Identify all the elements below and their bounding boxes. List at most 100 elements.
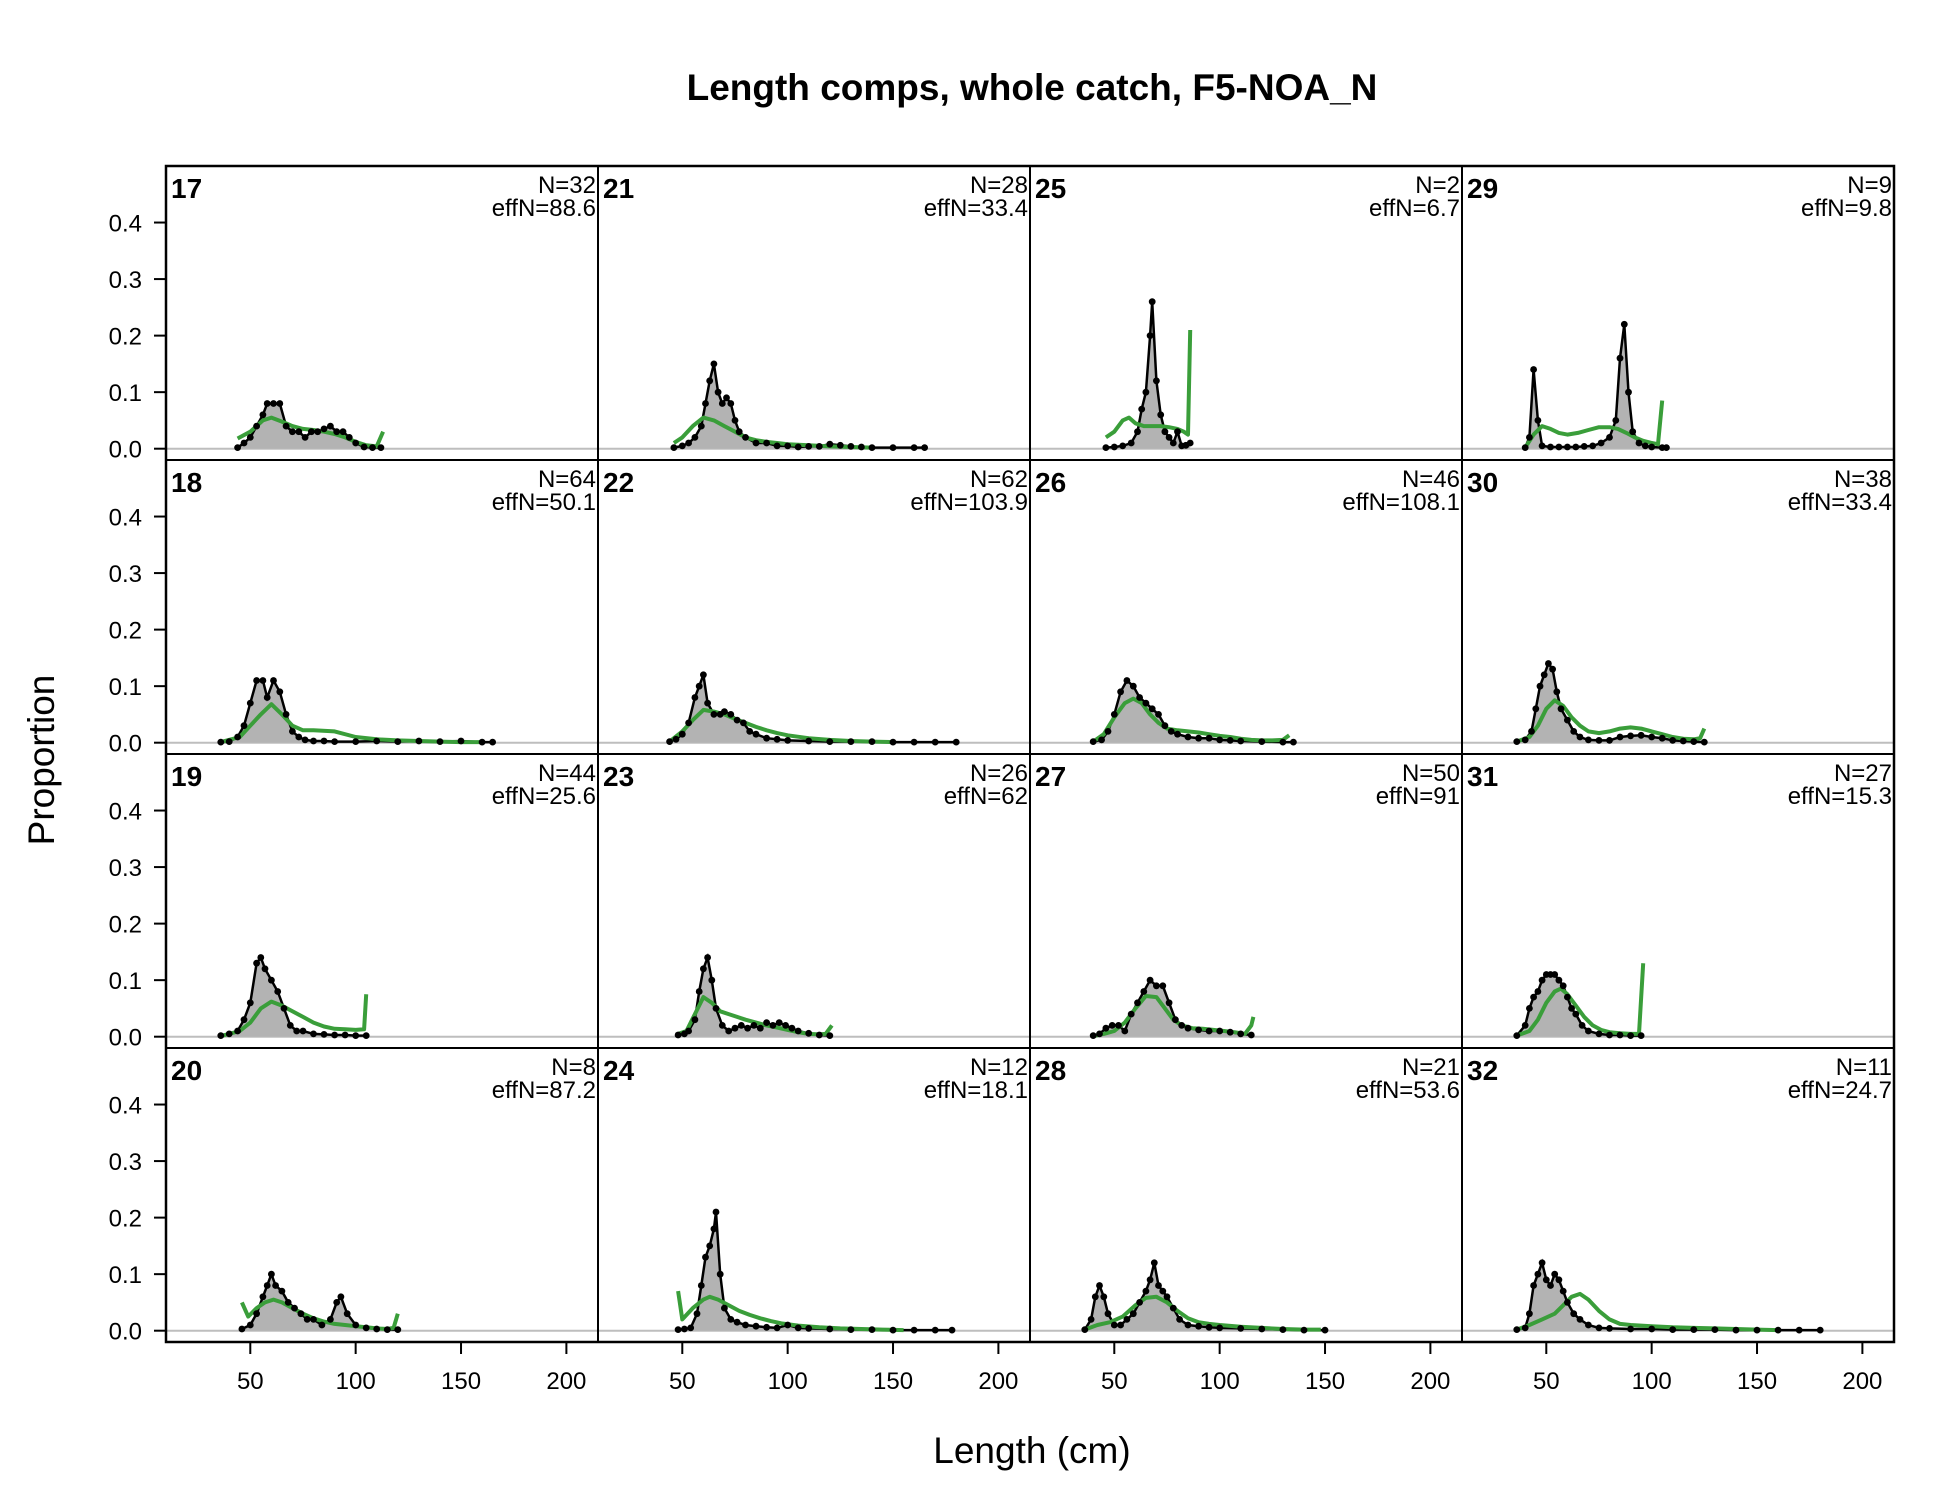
observed-point	[1513, 1326, 1521, 1333]
observed-point	[708, 976, 716, 984]
observed-point	[253, 959, 260, 967]
panel-year-label: 31	[1467, 761, 1498, 792]
observed-point	[847, 443, 855, 450]
observed-area	[241, 1274, 398, 1331]
observed-point	[261, 965, 269, 973]
observed-point	[704, 954, 711, 961]
observed-point	[1816, 1326, 1824, 1334]
expected-line	[676, 1290, 904, 1333]
observed-point	[716, 1270, 724, 1278]
panel-year-label: 21	[603, 173, 634, 204]
observed-point	[1104, 1310, 1112, 1318]
observed-point	[1559, 982, 1567, 990]
observed-point	[815, 443, 823, 450]
observed-point	[1669, 737, 1677, 744]
observed-point	[782, 1022, 789, 1029]
observed-point	[1321, 1326, 1329, 1334]
observed-point	[246, 434, 254, 441]
observed-point	[723, 394, 730, 402]
observed-point	[394, 1326, 402, 1333]
x-tick-label: 50	[669, 1368, 696, 1395]
observed-point	[225, 738, 233, 745]
x-tick-label: 150	[1305, 1368, 1345, 1395]
observed-point	[1087, 1316, 1095, 1323]
observed-point	[710, 360, 718, 368]
observed-point	[1530, 366, 1537, 373]
observed-point	[1117, 1321, 1124, 1329]
observed-point	[1576, 1316, 1584, 1323]
observed-point	[234, 1027, 242, 1035]
observed-area	[220, 680, 493, 743]
observed-point	[253, 677, 260, 684]
observed-point	[1172, 1016, 1179, 1024]
observed-point	[693, 1310, 701, 1318]
expected-line	[220, 994, 369, 1039]
observed-area	[678, 1212, 952, 1331]
observed-point	[746, 728, 754, 735]
observed-point	[259, 677, 267, 684]
observed-point	[310, 1316, 317, 1323]
observed-area	[1516, 1262, 1821, 1331]
effective-sample-size-label: effN=25.6	[492, 783, 596, 810]
panel-year-label: 27	[1035, 761, 1066, 792]
observed-point	[282, 422, 290, 430]
observed-point	[1153, 982, 1160, 990]
observed-point	[674, 1031, 682, 1039]
panel-year-label: 32	[1467, 1055, 1498, 1086]
panel-year-label: 24	[603, 1055, 635, 1086]
observed-point	[327, 1316, 334, 1323]
observed-point	[1110, 443, 1118, 451]
observed-point	[670, 444, 678, 451]
observed-point	[1732, 1326, 1740, 1334]
observed-point	[1195, 734, 1202, 742]
observed-point	[352, 439, 360, 447]
observed-point	[289, 428, 296, 436]
sample-size-label: N=38	[1834, 466, 1892, 493]
observed-point	[268, 1270, 275, 1278]
observed-point	[234, 733, 242, 741]
observed-point	[1150, 1259, 1158, 1267]
observed-area	[1093, 980, 1252, 1037]
observed-point	[1597, 439, 1605, 447]
observed-point	[1513, 738, 1521, 745]
observed-point	[1585, 1027, 1592, 1035]
observed-point	[1585, 736, 1592, 744]
observed-point	[1690, 738, 1698, 745]
observed-point	[931, 1326, 939, 1334]
observed-point	[1157, 411, 1165, 419]
observed-point	[1142, 699, 1150, 707]
observed-point	[415, 737, 423, 745]
observed-point	[1536, 682, 1544, 690]
observed-point	[1089, 1032, 1097, 1039]
observed-point	[752, 439, 760, 447]
y-tick-label: 0.4	[109, 1093, 142, 1120]
observed-point	[1625, 388, 1632, 396]
observed-point	[1300, 1326, 1308, 1334]
observed-area	[1084, 1262, 1325, 1331]
observed-point	[1159, 1287, 1167, 1295]
observed-point	[1580, 443, 1588, 450]
observed-point	[240, 1016, 248, 1024]
observed-point	[1753, 1326, 1761, 1334]
observed-line	[1083, 1262, 1325, 1332]
observed-point	[805, 443, 813, 450]
observed-point	[756, 1024, 764, 1032]
observed-point	[727, 711, 735, 718]
observed-point	[1136, 694, 1143, 701]
observed-point	[1169, 439, 1177, 447]
sample-size-label: N=32	[538, 172, 596, 199]
observed-point	[1553, 688, 1561, 696]
observed-point	[1564, 443, 1571, 451]
observed-point	[345, 434, 353, 441]
observed-point	[763, 734, 770, 742]
observed-point	[752, 1322, 760, 1330]
observed-point	[320, 737, 328, 745]
observed-point	[1663, 444, 1670, 451]
observed-point	[1534, 1270, 1542, 1278]
observed-point	[1237, 1030, 1245, 1038]
observed-point	[1161, 428, 1169, 436]
observed-point	[1216, 736, 1224, 744]
